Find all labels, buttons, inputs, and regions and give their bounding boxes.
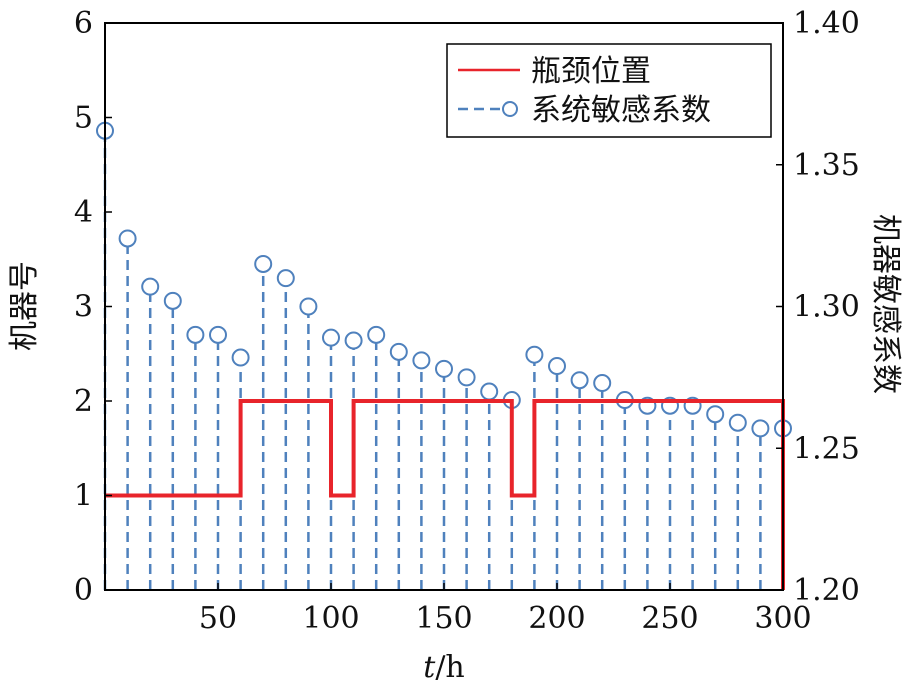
sensitivity-point bbox=[683, 396, 702, 415]
y-right-tick-label: 1.20 bbox=[793, 573, 860, 608]
x-tick-label: 100 bbox=[302, 601, 359, 636]
legend: 瓶颈位置 系统敏感系数 bbox=[446, 43, 772, 138]
sensitivity-point bbox=[457, 368, 476, 387]
y-left-tick-label: 5 bbox=[74, 101, 93, 136]
legend-box bbox=[446, 43, 772, 138]
sensitivity-point bbox=[389, 342, 408, 361]
stems-layer bbox=[96, 121, 792, 590]
sensitivity-point bbox=[254, 254, 273, 273]
sensitivity-point bbox=[728, 413, 747, 432]
ticks-layer: 50 100 150 200 250 300 0 1 2 3 4 5 6 1.20 1.25 1.30 1.35… bbox=[74, 6, 860, 636]
x-axis-title-unit: /h bbox=[435, 650, 464, 685]
x-axis-title-var: t bbox=[423, 650, 436, 685]
bottleneck-step-line bbox=[105, 399, 785, 590]
sensitivity-point bbox=[638, 396, 657, 415]
sensitivity-point bbox=[186, 325, 205, 344]
step-layer bbox=[105, 399, 785, 590]
sensitivity-point bbox=[231, 348, 250, 367]
y-axis-right-title: 机器敏感系数 bbox=[868, 214, 903, 394]
sensitivity-point bbox=[525, 345, 544, 364]
x-tick-label: 250 bbox=[641, 601, 698, 636]
sensitivity-point bbox=[163, 291, 182, 310]
legend-swatch-sensitivity-marker bbox=[502, 101, 518, 117]
sensitivity-point bbox=[435, 359, 453, 378]
sensitivity-point bbox=[706, 405, 725, 424]
sensitivity-point bbox=[548, 357, 566, 376]
sensitivity-point bbox=[118, 229, 137, 248]
sensitivity-point bbox=[276, 269, 295, 288]
sensitivity-point bbox=[661, 396, 679, 415]
x-tick-label: 150 bbox=[415, 601, 472, 636]
x-axis-title: t/h bbox=[423, 650, 465, 685]
sensitivity-point bbox=[367, 325, 386, 344]
y-left-tick-label: 4 bbox=[74, 195, 93, 230]
y-right-tick-label: 1.25 bbox=[793, 431, 860, 466]
sensitivity-point bbox=[344, 331, 363, 350]
x-tick-label: 200 bbox=[528, 601, 585, 636]
sensitivity-point bbox=[751, 419, 770, 438]
legend-label-sensitivity: 系统敏感系数 bbox=[531, 93, 711, 128]
sensitivity-point bbox=[593, 374, 612, 393]
legend-label-bottleneck: 瓶颈位置 bbox=[531, 54, 651, 89]
y-right-tick-label: 1.40 bbox=[793, 6, 860, 41]
y-right-tick-label: 1.35 bbox=[793, 148, 860, 183]
sensitivity-point bbox=[322, 328, 340, 347]
y-left-tick-label: 6 bbox=[74, 6, 93, 41]
y-left-tick-label: 0 bbox=[74, 573, 93, 608]
sensitivity-point bbox=[141, 277, 160, 296]
sensitivity-point bbox=[570, 371, 589, 390]
y-axis-left-title: 机器号 bbox=[7, 261, 42, 351]
sensitivity-point bbox=[209, 325, 227, 344]
y-left-tick-label: 1 bbox=[74, 479, 93, 514]
sensitivity-point bbox=[299, 297, 318, 316]
y-left-tick-label: 2 bbox=[74, 384, 93, 419]
sensitivity-point bbox=[480, 382, 499, 401]
y-right-tick-label: 1.30 bbox=[793, 290, 860, 325]
y-left-tick-label: 3 bbox=[74, 290, 93, 325]
x-tick-label: 50 bbox=[199, 601, 237, 636]
sensitivity-point bbox=[412, 351, 431, 370]
x-tick-label: 300 bbox=[754, 601, 811, 636]
